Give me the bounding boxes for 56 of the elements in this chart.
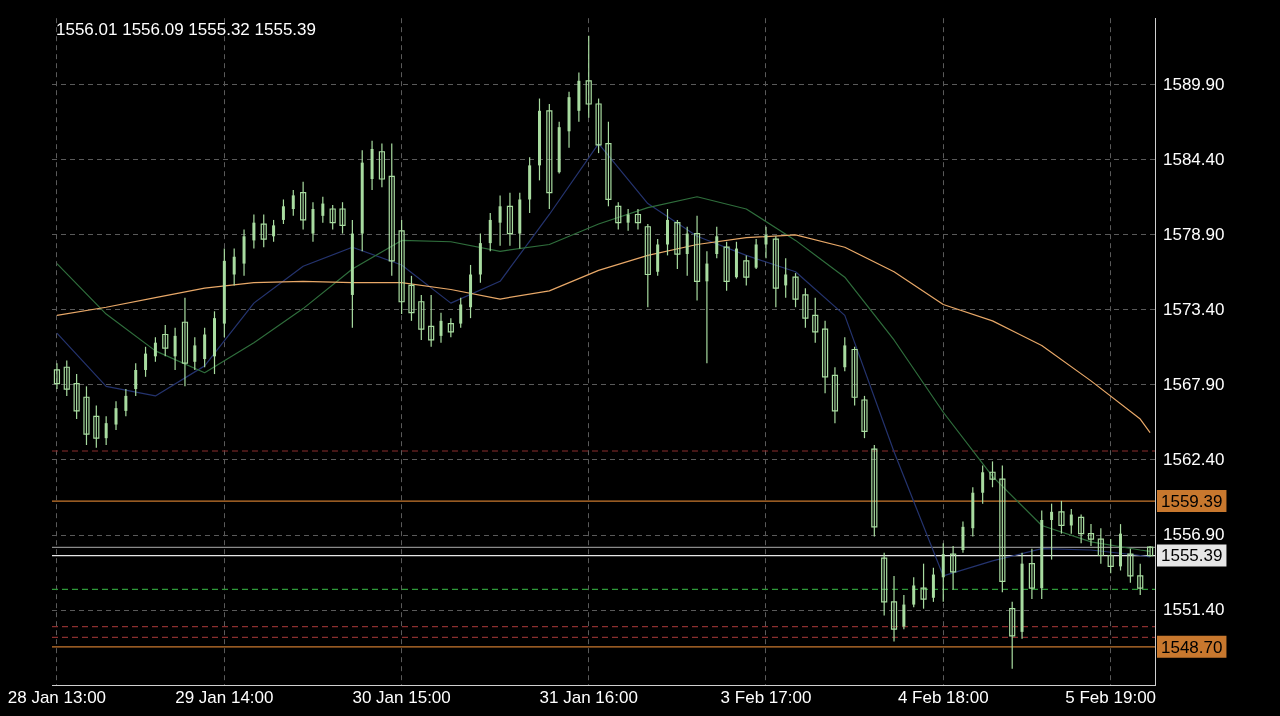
y-tick-label: 1556.90 <box>1163 524 1225 544</box>
x-tick-label: 31 Jan 16:00 <box>539 688 638 708</box>
x-tick-label: 30 Jan 15:00 <box>352 688 451 708</box>
candlestick <box>961 520 965 554</box>
candlestick <box>843 336 847 372</box>
candlestick <box>941 542 945 603</box>
y-tick-label: 1567.90 <box>1163 374 1225 394</box>
candlestick <box>153 336 157 363</box>
x-tick-label: 4 Feb 18:00 <box>897 688 989 708</box>
candlestick <box>193 336 197 371</box>
annotation: 1556.01 1556.09 1555.32 1555.39 <box>56 20 316 40</box>
y-tick-label: 1573.40 <box>1163 299 1225 319</box>
candlestick <box>1050 503 1054 561</box>
ref-line-label: 1559.39 <box>1161 491 1223 511</box>
candlestick <box>764 226 768 259</box>
candlestick <box>912 576 916 608</box>
x-tick-label: 28 Jan 13:00 <box>7 688 107 708</box>
candlestick <box>173 327 177 371</box>
candlestick <box>232 247 236 287</box>
ref-line-label: 1548.70 <box>1161 637 1223 657</box>
candlestick <box>272 219 276 243</box>
candlestick <box>981 464 985 505</box>
candlestick <box>144 346 148 378</box>
candlestick <box>715 226 719 259</box>
candlestick <box>754 238 758 270</box>
candlestick <box>626 208 630 232</box>
y-tick-label: 1578.90 <box>1163 224 1225 244</box>
candlestick <box>459 297 463 329</box>
candlestick <box>685 226 689 277</box>
y-tick-label: 1584.40 <box>1163 149 1225 169</box>
x-tick-label: 3 Feb 17:00 <box>720 688 812 708</box>
candlestick <box>213 310 216 375</box>
candlestick <box>104 415 108 446</box>
y-tick-label: 1562.40 <box>1163 449 1225 469</box>
candlestick <box>252 213 256 250</box>
x-tick-label: 5 Feb 19:00 <box>1065 688 1157 708</box>
candlestick <box>321 196 325 224</box>
candlestick <box>291 189 295 217</box>
candlestick <box>439 312 443 344</box>
ref-line-label: 1555.39 <box>1161 546 1223 566</box>
candlestick <box>498 194 502 247</box>
candlestick <box>114 400 118 431</box>
candlestick <box>902 594 906 630</box>
candlestick <box>931 567 935 603</box>
candlestick <box>705 250 709 364</box>
candlestick <box>1069 508 1073 535</box>
candlestick <box>488 212 492 252</box>
y-tick-label: 1589.90 <box>1163 74 1225 94</box>
candlestick <box>666 208 670 256</box>
candlestick <box>784 257 788 299</box>
candlestick <box>537 97 541 181</box>
x-tick-label: 29 Jan 14:00 <box>175 688 274 708</box>
candlestick <box>124 388 128 417</box>
y-tick-label: 1551.40 <box>1163 599 1225 619</box>
candlestick <box>281 198 285 225</box>
candlestick <box>134 362 138 397</box>
